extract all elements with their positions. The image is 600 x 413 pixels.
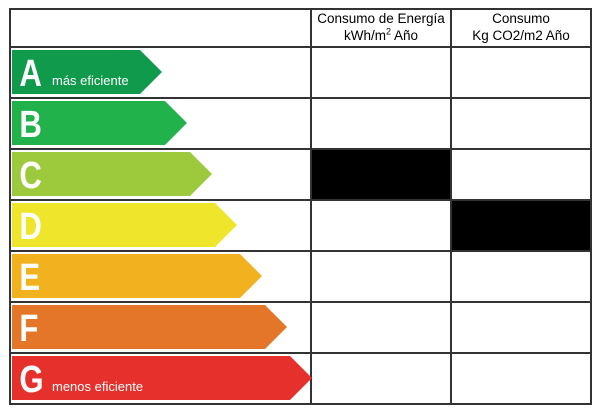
co2-header-line2: Kg CO2/m2 Año (472, 28, 570, 43)
rating-arrow-e: E (12, 254, 262, 298)
rating-arrow-shape (12, 254, 262, 298)
co2-rating-indicator (452, 201, 590, 250)
energy-header-line1: Consumo de Energía (317, 11, 445, 26)
rating-letter: E (19, 257, 40, 298)
rating-caption: menos eficiente (52, 379, 143, 394)
row-divider (9, 301, 592, 303)
column-divider (450, 8, 452, 405)
co2-consumption-header: Consumo Kg CO2/m2 Año (452, 10, 590, 46)
rating-arrow-d: D (12, 203, 237, 247)
rating-arrow-c: C (12, 152, 212, 196)
row-divider (9, 46, 592, 48)
rating-letter: C (19, 155, 42, 196)
table-border-bottom (9, 403, 592, 405)
row-divider (9, 97, 592, 99)
row-divider (9, 352, 592, 354)
rating-arrow-shape (12, 356, 312, 400)
column-divider (310, 8, 312, 405)
energy-rating-table: Consumo de Energía kWh/m2 Año Consumo Kg… (9, 8, 593, 405)
rating-letter: G (19, 359, 43, 400)
rating-arrow-shape (12, 152, 212, 196)
table-border-top (9, 8, 592, 10)
table-border-left (9, 8, 11, 405)
rating-arrow-f: F (12, 305, 287, 349)
energy-header-line2: kWh/m2 Año (343, 26, 419, 43)
rating-arrow-shape (12, 305, 287, 349)
rating-arrow-shape (12, 101, 187, 145)
rating-letter: B (19, 104, 42, 145)
rating-arrow-b: B (12, 101, 187, 145)
rating-arrow-shape (12, 203, 237, 247)
energy-consumption-header: Consumo de Energía kWh/m2 Año (312, 10, 450, 46)
table-border-right (590, 8, 592, 405)
energy-rating-indicator (312, 150, 450, 199)
rating-arrow-shape (12, 50, 162, 94)
co2-header-line1: Consumo (492, 11, 550, 26)
row-divider (9, 199, 592, 201)
row-divider (9, 250, 592, 252)
rating-caption: más eficiente (52, 73, 129, 88)
rating-letter: D (19, 206, 42, 247)
rating-letter: A (19, 53, 42, 94)
row-divider (9, 148, 592, 150)
rating-letter: F (19, 308, 38, 349)
